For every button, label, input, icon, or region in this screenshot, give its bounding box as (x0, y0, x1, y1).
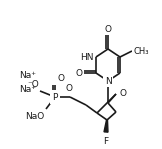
Text: NaO: NaO (25, 112, 44, 121)
Polygon shape (104, 120, 108, 132)
Text: ⁻O: ⁻O (27, 80, 39, 89)
Text: N: N (105, 76, 111, 86)
Text: Na⁺: Na⁺ (19, 84, 36, 94)
Text: HN: HN (81, 52, 94, 62)
Text: CH₃: CH₃ (133, 46, 149, 55)
Text: O: O (120, 89, 127, 97)
Text: O: O (104, 25, 111, 34)
Text: F: F (104, 137, 109, 146)
Text: Na⁺: Na⁺ (19, 70, 36, 80)
Text: O: O (76, 69, 83, 77)
Text: O: O (65, 84, 73, 93)
Text: P: P (52, 93, 58, 101)
Text: O: O (57, 74, 64, 83)
